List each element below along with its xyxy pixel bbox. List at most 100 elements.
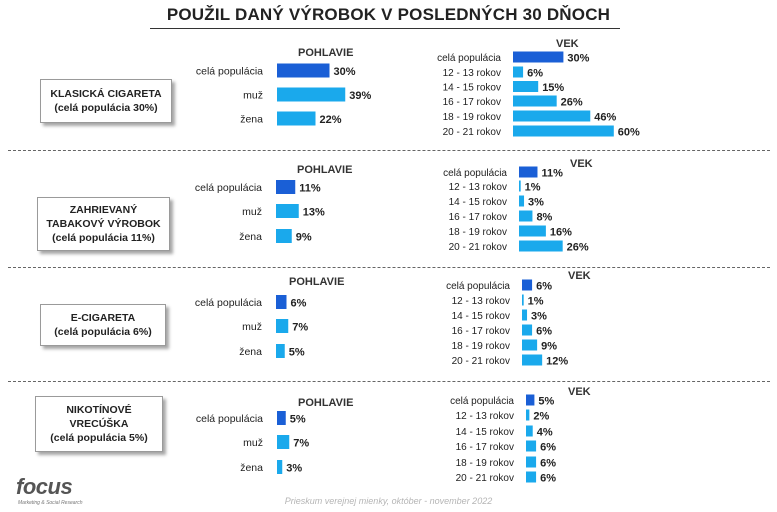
age-category-label: 14 - 15 rokov xyxy=(449,197,507,208)
age-value-label: 15% xyxy=(542,82,564,94)
age-bar xyxy=(526,456,537,468)
age-value-label: 12% xyxy=(546,356,568,368)
gender-bar xyxy=(276,344,285,358)
age-category-label: 20 - 21 rokov xyxy=(452,356,510,367)
category-label-line: KLASICKÁ CIGARETA xyxy=(50,88,162,100)
age-category-label: 18 - 19 rokov xyxy=(449,227,507,238)
category-label-line: (celá populácia 6%) xyxy=(54,326,152,338)
age-category-label: 20 - 21 rokov xyxy=(449,242,507,253)
age-category-label: celá populácia xyxy=(446,281,510,292)
panel-separator xyxy=(8,150,770,151)
age-category-label: 16 - 17 rokov xyxy=(449,212,507,223)
gender-value-label: 9% xyxy=(296,232,312,244)
age-category-label: 12 - 13 rokov xyxy=(452,296,510,307)
age-value-label: 5% xyxy=(538,396,554,408)
category-label-line: (celá populácia 11%) xyxy=(52,232,155,244)
age-category-label: 14 - 15 rokov xyxy=(452,311,510,322)
age-header: VEK xyxy=(568,386,591,398)
age-category-label: 18 - 19 rokov xyxy=(452,341,510,352)
age-category-label: 12 - 13 rokov xyxy=(443,68,501,79)
gender-bar xyxy=(276,295,287,309)
gender-value-label: 11% xyxy=(299,183,321,195)
age-bar xyxy=(513,51,564,63)
category-label-line: (celá populácia 30%) xyxy=(54,102,158,114)
age-bar xyxy=(519,240,563,252)
gender-bar xyxy=(276,204,299,218)
category-label-line: VRECÚŠKA xyxy=(69,418,129,430)
category-label: NIKOTÍNOVÉ VRECÚŠKA (celá populácia 5%) xyxy=(50,403,147,445)
age-value-label: 11% xyxy=(541,168,563,180)
age-bar xyxy=(513,110,591,122)
gender-bar xyxy=(277,460,283,474)
age-bar xyxy=(519,195,525,207)
age-category-label: celá populácia xyxy=(437,53,501,64)
age-value-label: 2% xyxy=(533,411,549,423)
gender-value-label: 5% xyxy=(289,347,305,359)
age-value-label: 1% xyxy=(528,296,544,308)
gender-category-label: celá populácia xyxy=(196,66,263,78)
gender-bar xyxy=(277,411,286,425)
gender-bar xyxy=(277,435,290,449)
gender-header: POHLAVIE xyxy=(297,164,352,176)
age-bar xyxy=(522,339,538,351)
age-value-label: 16% xyxy=(550,227,572,239)
category-box: KLASICKÁ CIGARETA (celá populácia 30%) xyxy=(40,79,172,123)
age-bar xyxy=(519,225,546,237)
gender-value-label: 7% xyxy=(293,438,309,450)
gender-bar xyxy=(277,111,316,126)
age-bar xyxy=(522,294,524,306)
gender-category-label: žena xyxy=(239,346,262,358)
age-category-label: 16 - 17 rokov xyxy=(456,442,514,453)
gender-bar xyxy=(276,229,292,243)
category-label-line: (celá populácia 5%) xyxy=(50,432,148,444)
gender-value-label: 3% xyxy=(286,463,302,475)
age-category-label: 12 - 13 rokov xyxy=(456,411,514,422)
gender-category-label: muž xyxy=(243,90,263,102)
age-bar xyxy=(522,309,528,321)
age-value-label: 6% xyxy=(536,281,552,293)
gender-header: POHLAVIE xyxy=(289,276,344,288)
category-label-line: TABAKOVÝ VÝROBOK xyxy=(46,218,161,230)
category-label: ZAHRIEVANÝ TABAKOVÝ VÝROBOK (celá populáci… xyxy=(46,203,160,245)
age-value-label: 6% xyxy=(540,458,556,470)
age-value-label: 6% xyxy=(536,326,552,338)
chart-title: POUŽIL DANÝ VÝROBOK V POSLEDNÝCH 30 DŇOC… xyxy=(166,5,611,24)
age-value-label: 3% xyxy=(528,197,544,209)
gender-value-label: 5% xyxy=(290,414,306,426)
gender-header: POHLAVIE xyxy=(298,397,353,409)
gender-category-label: celá populácia xyxy=(195,297,262,309)
category-label: KLASICKÁ CIGARETA (celá populácia 30%) xyxy=(50,87,161,115)
title-underline xyxy=(150,28,620,29)
gender-value-label: 22% xyxy=(320,114,342,126)
gender-bar xyxy=(276,319,289,333)
age-value-label: 6% xyxy=(540,473,556,485)
age-category-label: 18 - 19 rokov xyxy=(443,112,501,123)
category-box: ZAHRIEVANÝ TABAKOVÝ VÝROBOK (celá populáci… xyxy=(37,197,170,251)
age-bar xyxy=(519,166,538,178)
age-bar xyxy=(513,81,539,92)
age-value-label: 8% xyxy=(536,212,552,224)
age-value-label: 30% xyxy=(567,53,589,65)
age-category-label: celá populácia xyxy=(450,396,514,407)
age-bar xyxy=(526,440,537,452)
gender-category-label: muž xyxy=(243,437,263,449)
age-bar xyxy=(526,471,537,483)
age-value-label: 4% xyxy=(537,427,553,439)
age-header: VEK xyxy=(570,158,593,170)
age-bar xyxy=(513,66,524,78)
age-category-label: 20 - 21 rokov xyxy=(443,127,501,138)
category-box: E-CIGARETA (celá populácia 6%) xyxy=(40,304,166,346)
footer-note: Prieskum verejnej mienky, október - nove… xyxy=(284,496,493,506)
age-bar xyxy=(526,394,535,406)
age-category-label: 14 - 15 rokov xyxy=(443,83,501,94)
age-bar xyxy=(513,95,557,107)
age-value-label: 3% xyxy=(531,311,547,323)
gender-value-label: 39% xyxy=(349,90,371,102)
age-category-label: 16 - 17 rokov xyxy=(443,97,501,108)
gender-header: POHLAVIE xyxy=(298,47,353,59)
age-category-label: 18 - 19 rokov xyxy=(456,458,514,469)
age-category-label: 20 - 21 rokov xyxy=(456,473,514,484)
gender-category-label: žena xyxy=(239,231,262,243)
age-bar xyxy=(522,324,533,336)
